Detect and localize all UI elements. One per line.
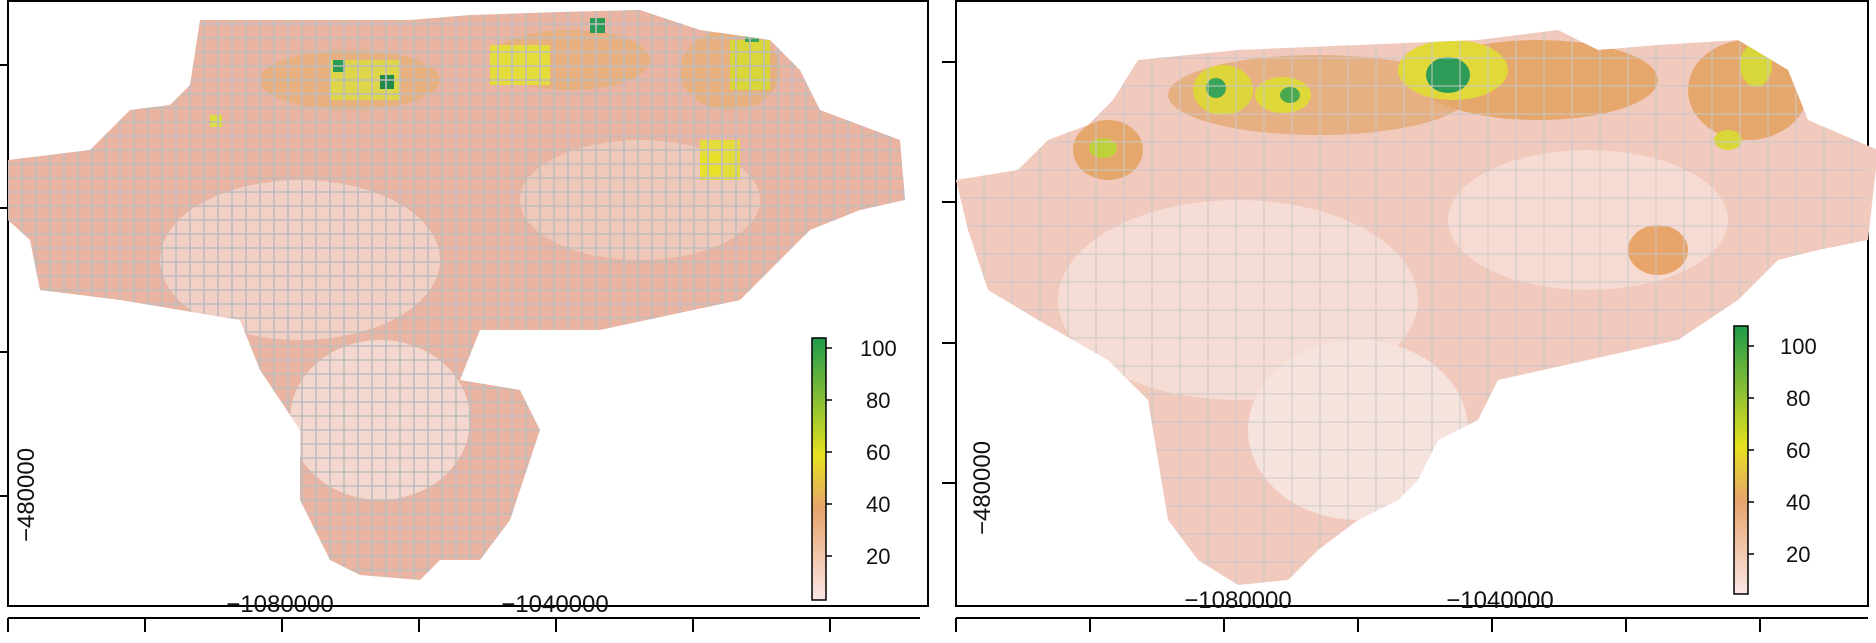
left-y-tick-label-1: −480000 — [13, 448, 40, 542]
left-legend-bar — [811, 337, 827, 601]
right-legend-tick-80: 80 — [1786, 386, 1810, 411]
left-legend-tick-40: 40 — [866, 492, 890, 517]
right-legend-bar — [1733, 325, 1749, 595]
left-map-svg: −1080000 −1040000 −480000 100 80 60 40 2… — [0, 0, 929, 632]
left-legend-tick-60: 60 — [866, 440, 890, 465]
right-legend-tick-100: 100 — [1780, 334, 1817, 359]
left-y-axis — [0, 64, 8, 497]
right-y-tick-label-1: −480000 — [969, 441, 996, 535]
left-plot-frame — [7, 0, 929, 607]
right-legend-tick-40: 40 — [1786, 490, 1810, 515]
right-x-tick-label-2: −1040000 — [1446, 587, 1553, 614]
left-x-tick-label-2: −1040000 — [501, 591, 608, 618]
left-color-legend: 100 80 60 40 20 — [811, 336, 897, 601]
left-legend-tick-100: 100 — [860, 336, 897, 361]
right-legend-tick-60: 60 — [1786, 438, 1810, 463]
left-legend-tick-20: 20 — [866, 544, 890, 569]
left-legend-tick-80: 80 — [866, 388, 890, 413]
left-x-tick-label-1: −1080000 — [226, 591, 333, 618]
right-x-axis — [955, 617, 1868, 632]
right-color-legend: 100 80 60 40 20 — [1733, 325, 1817, 595]
left-x-axis — [7, 617, 920, 632]
right-plot-frame — [955, 0, 1869, 607]
right-legend-tick-20: 20 — [1786, 542, 1810, 567]
right-x-tick-label-1: −1080000 — [1184, 587, 1291, 614]
right-y-axis — [942, 61, 956, 484]
right-map-panel: −1080000 −1040000 −480000 100 80 60 40 2… — [938, 0, 1876, 643]
right-map-svg: −1080000 −1040000 −480000 100 80 60 40 2… — [942, 0, 1876, 632]
left-map-region — [8, 10, 905, 580]
left-map-panel: −1080000 −1040000 −480000 100 80 60 40 2… — [0, 0, 929, 632]
